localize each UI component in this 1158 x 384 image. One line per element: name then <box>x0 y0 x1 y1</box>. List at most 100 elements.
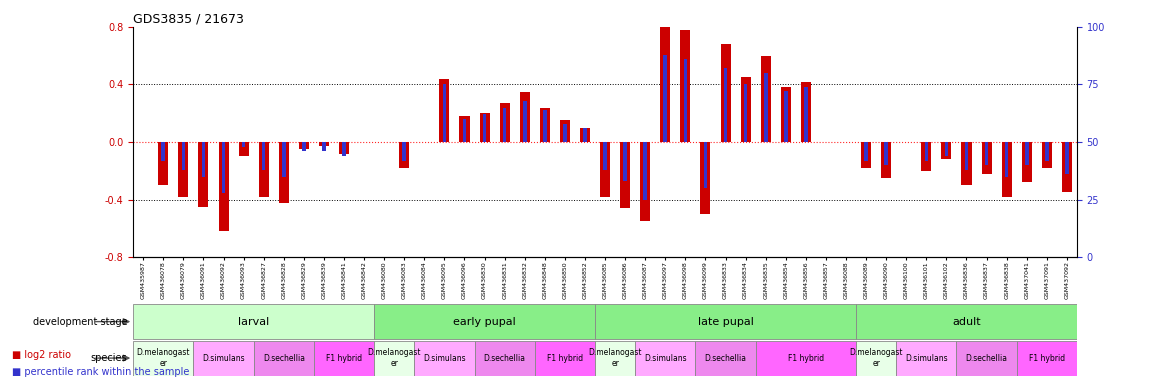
Bar <box>178 142 189 197</box>
Bar <box>701 142 711 214</box>
Text: species: species <box>90 353 127 363</box>
Text: D.sechellia: D.sechellia <box>484 354 526 362</box>
Bar <box>475 341 535 376</box>
Bar <box>198 142 208 207</box>
Bar <box>239 142 249 157</box>
Text: D.melanogast
er: D.melanogast er <box>367 348 422 368</box>
Bar <box>595 341 636 376</box>
Bar <box>704 142 708 188</box>
Text: D.sechellia: D.sechellia <box>263 354 305 362</box>
Bar <box>499 103 510 142</box>
Text: F1 hybrid: F1 hybrid <box>325 354 362 362</box>
Bar <box>343 142 346 156</box>
Bar <box>743 84 747 142</box>
Bar <box>621 142 630 208</box>
Bar <box>764 73 768 142</box>
Bar <box>640 142 651 221</box>
Bar <box>804 87 807 142</box>
Bar <box>724 68 727 142</box>
Bar <box>584 128 587 142</box>
Bar <box>720 44 731 142</box>
Text: D.sechellia: D.sechellia <box>966 354 1007 362</box>
Bar <box>374 304 595 339</box>
Bar <box>543 110 547 142</box>
Bar <box>801 81 811 142</box>
Bar <box>683 59 687 142</box>
Bar <box>161 142 166 161</box>
Bar <box>984 142 989 165</box>
Text: D.simulans: D.simulans <box>644 354 687 362</box>
Bar <box>1002 142 1012 197</box>
Text: D.sechellia: D.sechellia <box>704 354 747 362</box>
Bar <box>1065 142 1069 174</box>
Bar <box>982 142 991 174</box>
Bar <box>881 142 892 178</box>
Bar <box>580 127 589 142</box>
Bar <box>559 121 570 142</box>
Bar <box>299 142 309 149</box>
Text: D.simulans: D.simulans <box>906 354 947 362</box>
Bar <box>957 341 1017 376</box>
Bar <box>636 341 696 376</box>
Text: ■ percentile rank within the sample: ■ percentile rank within the sample <box>12 367 189 377</box>
Bar <box>483 114 486 142</box>
Bar <box>403 142 406 161</box>
Bar <box>479 113 490 142</box>
Bar <box>784 91 787 142</box>
Bar <box>885 142 888 165</box>
Bar <box>159 142 168 185</box>
Bar <box>193 341 254 376</box>
Text: larval: larval <box>239 316 270 327</box>
Bar <box>563 124 566 142</box>
Bar <box>442 84 446 142</box>
Bar <box>1021 142 1032 182</box>
Bar <box>1045 142 1049 161</box>
Bar <box>133 304 374 339</box>
Bar <box>1005 142 1009 177</box>
Bar <box>318 142 329 146</box>
Text: D.simulans: D.simulans <box>423 354 466 362</box>
Text: D.melanogast
er: D.melanogast er <box>849 348 903 368</box>
Bar <box>941 142 952 159</box>
Text: early pupal: early pupal <box>453 316 516 327</box>
Bar <box>961 142 972 185</box>
Bar <box>258 142 269 197</box>
Bar <box>1042 142 1051 168</box>
Bar <box>400 142 409 168</box>
Bar <box>302 142 306 151</box>
Bar <box>133 341 193 376</box>
Bar <box>242 142 245 147</box>
Text: D.simulans: D.simulans <box>203 354 244 362</box>
Bar <box>322 142 325 151</box>
Bar <box>463 119 467 142</box>
Bar <box>856 304 1077 339</box>
Bar <box>439 79 449 142</box>
Bar <box>201 142 205 177</box>
Bar <box>254 341 314 376</box>
Bar <box>279 142 288 203</box>
Bar <box>924 142 929 161</box>
Text: late pupal: late pupal <box>697 316 754 327</box>
Text: F1 hybrid: F1 hybrid <box>1028 354 1065 362</box>
Bar <box>415 341 475 376</box>
Bar <box>922 142 931 171</box>
Text: adult: adult <box>952 316 981 327</box>
Bar <box>945 142 948 156</box>
Bar <box>1025 142 1028 165</box>
Bar <box>644 142 647 200</box>
Bar <box>1017 341 1077 376</box>
Bar <box>339 142 349 154</box>
Bar <box>219 142 228 231</box>
Bar <box>862 142 871 168</box>
Bar <box>314 341 374 376</box>
Bar <box>756 341 856 376</box>
Text: F1 hybrid: F1 hybrid <box>787 354 824 362</box>
Bar <box>864 142 867 161</box>
Bar <box>1062 142 1072 192</box>
Bar <box>600 142 610 197</box>
Bar <box>780 87 791 142</box>
Bar <box>281 142 286 177</box>
Bar <box>182 142 185 170</box>
Bar <box>374 341 415 376</box>
Bar <box>741 77 750 142</box>
